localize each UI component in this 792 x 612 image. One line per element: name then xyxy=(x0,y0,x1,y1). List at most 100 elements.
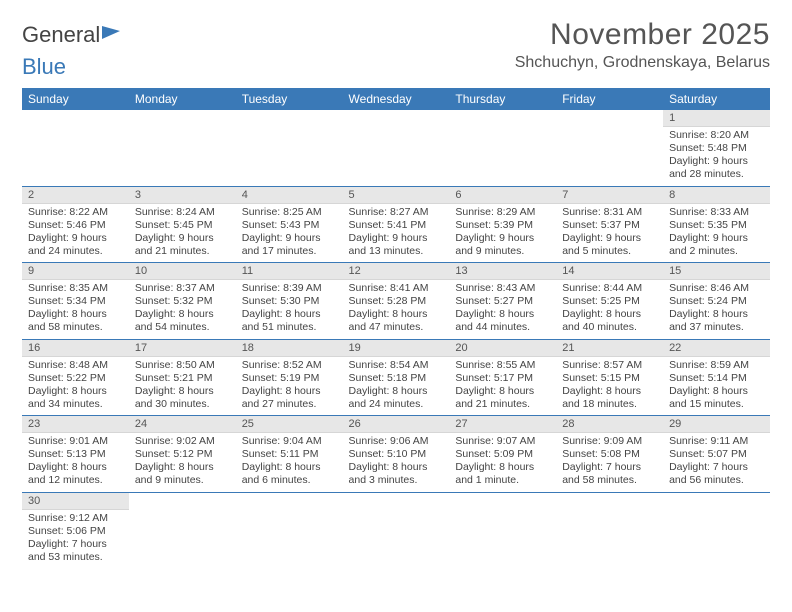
calendar-cell xyxy=(343,110,450,186)
sunrise-text: Sunrise: 8:39 AM xyxy=(242,282,337,295)
day-number xyxy=(129,110,236,126)
day-number: 5 xyxy=(343,187,450,204)
daylight-text: Daylight: 9 hours and 9 minutes. xyxy=(455,232,550,258)
day-number: 4 xyxy=(236,187,343,204)
sunset-text: Sunset: 5:10 PM xyxy=(349,448,444,461)
calendar-cell: 12Sunrise: 8:41 AMSunset: 5:28 PMDayligh… xyxy=(343,263,450,340)
calendar-cell xyxy=(343,492,450,568)
day-number xyxy=(556,110,663,126)
sunrise-text: Sunrise: 9:04 AM xyxy=(242,435,337,448)
cell-body: Sunrise: 9:12 AMSunset: 5:06 PMDaylight:… xyxy=(22,510,129,569)
day-number: 28 xyxy=(556,416,663,433)
day-number: 11 xyxy=(236,263,343,280)
daylight-text: Daylight: 8 hours and 44 minutes. xyxy=(455,308,550,334)
cell-body: Sunrise: 8:35 AMSunset: 5:34 PMDaylight:… xyxy=(22,280,129,339)
calendar-row: 16Sunrise: 8:48 AMSunset: 5:22 PMDayligh… xyxy=(22,339,770,416)
sunrise-text: Sunrise: 8:57 AM xyxy=(562,359,657,372)
calendar-cell: 18Sunrise: 8:52 AMSunset: 5:19 PMDayligh… xyxy=(236,339,343,416)
sunrise-text: Sunrise: 8:37 AM xyxy=(135,282,230,295)
daylight-text: Daylight: 8 hours and 12 minutes. xyxy=(28,461,123,487)
sunset-text: Sunset: 5:13 PM xyxy=(28,448,123,461)
logo-text-1: General xyxy=(22,22,100,48)
sunrise-text: Sunrise: 9:09 AM xyxy=(562,435,657,448)
daylight-text: Daylight: 8 hours and 24 minutes. xyxy=(349,385,444,411)
calendar-row: 23Sunrise: 9:01 AMSunset: 5:13 PMDayligh… xyxy=(22,416,770,493)
sunrise-text: Sunrise: 8:41 AM xyxy=(349,282,444,295)
sunrise-text: Sunrise: 8:31 AM xyxy=(562,206,657,219)
sunrise-text: Sunrise: 8:33 AM xyxy=(669,206,764,219)
calendar-cell xyxy=(236,110,343,186)
calendar-row: 1Sunrise: 8:20 AMSunset: 5:48 PMDaylight… xyxy=(22,110,770,186)
sunset-text: Sunset: 5:07 PM xyxy=(669,448,764,461)
cell-body: Sunrise: 9:11 AMSunset: 5:07 PMDaylight:… xyxy=(663,433,770,492)
daylight-text: Daylight: 8 hours and 37 minutes. xyxy=(669,308,764,334)
logo-text-2: Blue xyxy=(22,54,770,80)
day-number: 20 xyxy=(449,340,556,357)
sunrise-text: Sunrise: 9:06 AM xyxy=(349,435,444,448)
daylight-text: Daylight: 8 hours and 1 minute. xyxy=(455,461,550,487)
sunrise-text: Sunrise: 9:11 AM xyxy=(669,435,764,448)
calendar-cell: 2Sunrise: 8:22 AMSunset: 5:46 PMDaylight… xyxy=(22,186,129,263)
daylight-text: Daylight: 9 hours and 24 minutes. xyxy=(28,232,123,258)
calendar-cell: 21 Sunrise: 8:57 AMSunset: 5:15 PMDayligh… xyxy=(556,339,663,416)
cell-body: Sunrise: 8:43 AMSunset: 5:27 PMDaylight:… xyxy=(449,280,556,339)
sunrise-text: Sunrise: 8:27 AM xyxy=(349,206,444,219)
calendar-cell xyxy=(556,110,663,186)
calendar-row: 30Sunrise: 9:12 AMSunset: 5:06 PMDayligh… xyxy=(22,492,770,568)
daylight-text: Daylight: 8 hours and 47 minutes. xyxy=(349,308,444,334)
day-number: 19 xyxy=(343,340,450,357)
calendar-cell: 19Sunrise: 8:54 AMSunset: 5:18 PMDayligh… xyxy=(343,339,450,416)
sunrise-text: Sunrise: 8:20 AM xyxy=(669,129,764,142)
daylight-text: Daylight: 8 hours and 27 minutes. xyxy=(242,385,337,411)
sunset-text: Sunset: 5:15 PM xyxy=(562,372,657,385)
sunrise-text: Sunrise: 9:07 AM xyxy=(455,435,550,448)
cell-body: Sunrise: 8:52 AMSunset: 5:19 PMDaylight:… xyxy=(236,357,343,416)
cell-body: Sunrise: 8:29 AMSunset: 5:39 PMDaylight:… xyxy=(449,204,556,263)
sunrise-text: Sunrise: 8:35 AM xyxy=(28,282,123,295)
sunrise-text: Sunrise: 8:59 AM xyxy=(669,359,764,372)
col-monday: Monday xyxy=(129,88,236,110)
day-number: 21 xyxy=(556,340,663,357)
cell-body: Sunrise: 8:48 AMSunset: 5:22 PMDaylight:… xyxy=(22,357,129,416)
col-tuesday: Tuesday xyxy=(236,88,343,110)
calendar-cell: 23Sunrise: 9:01 AMSunset: 5:13 PMDayligh… xyxy=(22,416,129,493)
daylight-text: Daylight: 7 hours and 53 minutes. xyxy=(28,538,123,564)
day-number xyxy=(22,110,129,126)
cell-body: Sunrise: 8:25 AMSunset: 5:43 PMDaylight:… xyxy=(236,204,343,263)
day-number: 7 xyxy=(556,187,663,204)
sunrise-text: Sunrise: 9:12 AM xyxy=(28,512,123,525)
day-number: 3 xyxy=(129,187,236,204)
day-number: 12 xyxy=(343,263,450,280)
daylight-text: Daylight: 8 hours and 58 minutes. xyxy=(28,308,123,334)
day-number: 30 xyxy=(22,493,129,510)
daylight-text: Daylight: 8 hours and 21 minutes. xyxy=(455,385,550,411)
cell-body: Sunrise: 8:22 AMSunset: 5:46 PMDaylight:… xyxy=(22,204,129,263)
cell-body: Sunrise: 8:50 AMSunset: 5:21 PMDaylight:… xyxy=(129,357,236,416)
cell-body: Sunrise: 8:41 AMSunset: 5:28 PMDaylight:… xyxy=(343,280,450,339)
daylight-text: Daylight: 8 hours and 3 minutes. xyxy=(349,461,444,487)
sunset-text: Sunset: 5:09 PM xyxy=(455,448,550,461)
cell-body: Sunrise: 8:46 AMSunset: 5:24 PMDaylight:… xyxy=(663,280,770,339)
calendar-cell xyxy=(449,492,556,568)
cell-body: Sunrise: 9:06 AMSunset: 5:10 PMDaylight:… xyxy=(343,433,450,492)
flag-icon xyxy=(102,26,120,39)
sunset-text: Sunset: 5:06 PM xyxy=(28,525,123,538)
calendar-row: 2Sunrise: 8:22 AMSunset: 5:46 PMDaylight… xyxy=(22,186,770,263)
sunset-text: Sunset: 5:18 PM xyxy=(349,372,444,385)
day-number: 29 xyxy=(663,416,770,433)
daylight-text: Daylight: 8 hours and 18 minutes. xyxy=(562,385,657,411)
day-number: 16 xyxy=(22,340,129,357)
sunset-text: Sunset: 5:43 PM xyxy=(242,219,337,232)
calendar-cell: 25Sunrise: 9:04 AMSunset: 5:11 PMDayligh… xyxy=(236,416,343,493)
cell-body: Sunrise: 8:54 AMSunset: 5:18 PMDaylight:… xyxy=(343,357,450,416)
calendar-cell: 7Sunrise: 8:31 AMSunset: 5:37 PMDaylight… xyxy=(556,186,663,263)
sunset-text: Sunset: 5:27 PM xyxy=(455,295,550,308)
daylight-text: Daylight: 8 hours and 6 minutes. xyxy=(242,461,337,487)
daylight-text: Daylight: 8 hours and 30 minutes. xyxy=(135,385,230,411)
sunrise-text: Sunrise: 8:44 AM xyxy=(562,282,657,295)
sunset-text: Sunset: 5:24 PM xyxy=(669,295,764,308)
sunset-text: Sunset: 5:19 PM xyxy=(242,372,337,385)
sunrise-text: Sunrise: 8:46 AM xyxy=(669,282,764,295)
calendar-cell: 29Sunrise: 9:11 AMSunset: 5:07 PMDayligh… xyxy=(663,416,770,493)
calendar-cell: 4Sunrise: 8:25 AMSunset: 5:43 PMDaylight… xyxy=(236,186,343,263)
